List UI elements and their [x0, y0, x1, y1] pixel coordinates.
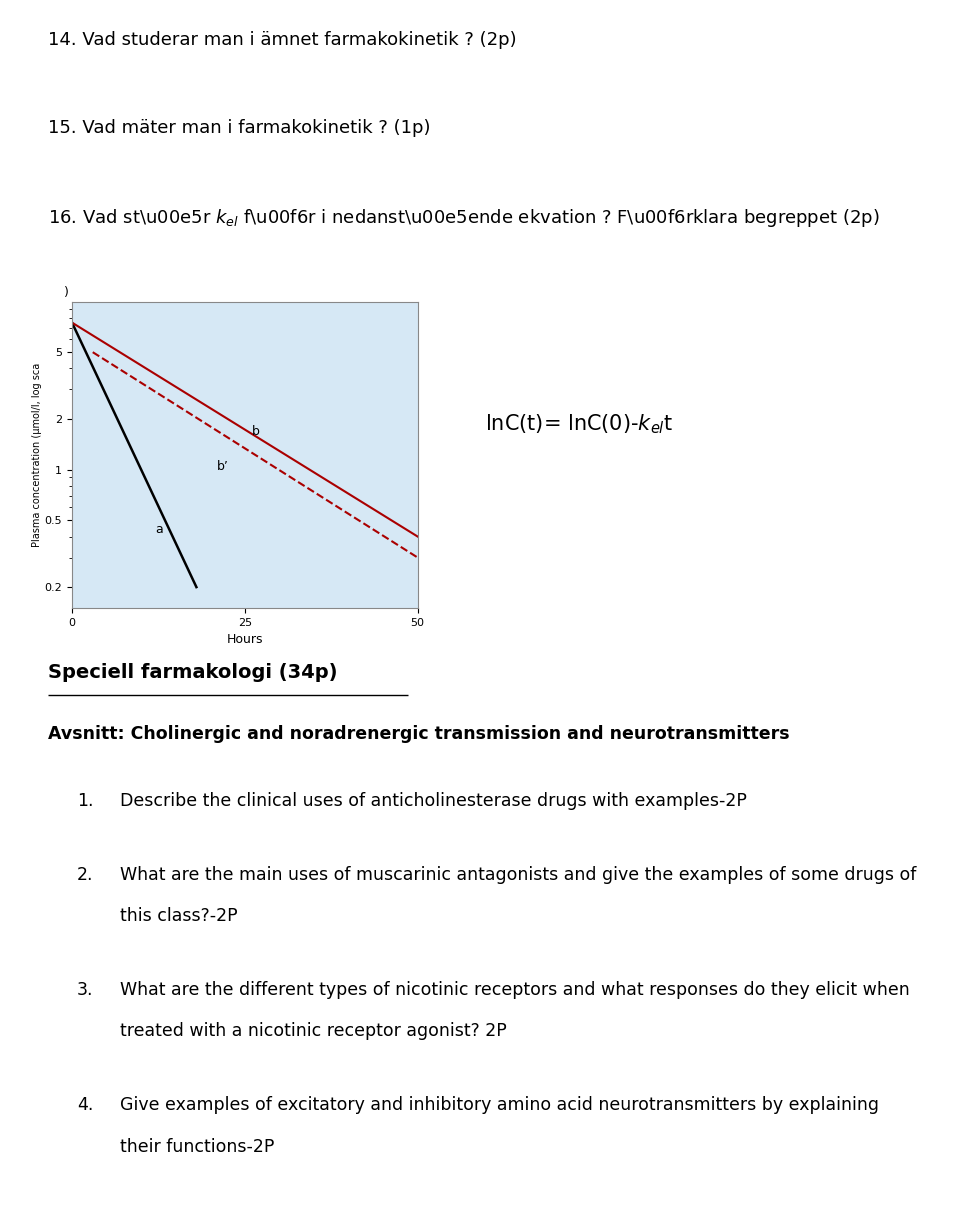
Text: b’: b’ — [217, 460, 229, 473]
Text: Avsnitt: Cholinergic and noradrenergic transmission and neurotransmitters: Avsnitt: Cholinergic and noradrenergic t… — [48, 725, 790, 743]
Text: Give examples of excitatory and inhibitory amino acid neurotransmitters by expla: Give examples of excitatory and inhibito… — [120, 1096, 879, 1114]
Text: Speciell farmakologi (34p): Speciell farmakologi (34p) — [48, 663, 338, 682]
Text: 15. Vad mäter man i farmakokinetik ? (1p): 15. Vad mäter man i farmakokinetik ? (1p… — [48, 119, 430, 137]
Y-axis label: Plasma concentration (µmol/l, log sca: Plasma concentration (µmol/l, log sca — [32, 363, 41, 547]
Text: 1.: 1. — [77, 792, 93, 810]
X-axis label: Hours: Hours — [227, 634, 263, 646]
Text: 14. Vad studerar man i ämnet farmakokinetik ? (2p): 14. Vad studerar man i ämnet farmakokine… — [48, 31, 516, 49]
Text: ): ) — [63, 286, 68, 298]
Text: What are the main uses of muscarinic antagonists and give the examples of some d: What are the main uses of muscarinic ant… — [120, 866, 917, 884]
Text: 4.: 4. — [77, 1096, 93, 1114]
Text: What are the different types of nicotinic receptors and what responses do they e: What are the different types of nicotini… — [120, 981, 910, 999]
Text: this class?-2P: this class?-2P — [120, 907, 238, 926]
Text: treated with a nicotinic receptor agonist? 2P: treated with a nicotinic receptor agonis… — [120, 1022, 507, 1041]
Text: their functions-2P: their functions-2P — [120, 1138, 275, 1156]
Text: 3.: 3. — [77, 981, 93, 999]
Text: b: b — [252, 425, 259, 439]
Text: Describe the clinical uses of anticholinesterase drugs with examples-2P: Describe the clinical uses of anticholin… — [120, 792, 747, 810]
Text: 16. Vad st\u00e5r $k_{el}$ f\u00f6r i nedanst\u00e5ende ekvation ? F\u00f6rklara: 16. Vad st\u00e5r $k_{el}$ f\u00f6r i ne… — [48, 207, 879, 229]
Text: a: a — [155, 524, 162, 536]
Text: lnC(t)= lnC(0)-$k_{el}$t: lnC(t)= lnC(0)-$k_{el}$t — [485, 412, 673, 436]
Text: 2.: 2. — [77, 866, 93, 884]
